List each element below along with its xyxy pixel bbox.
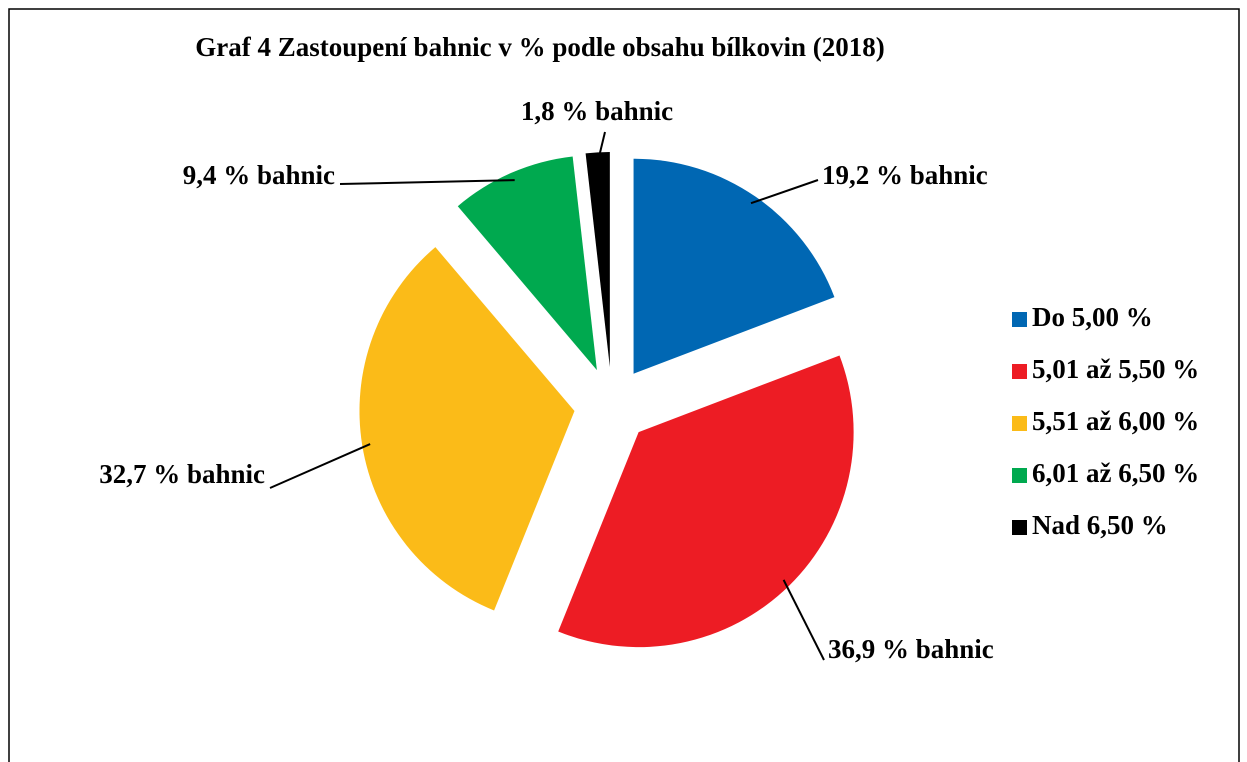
legend-swatch [1012, 468, 1027, 483]
legend-label: Nad 6,50 % [1032, 510, 1168, 540]
chart-title: Graf 4 Zastoupení bahnic v % podle obsah… [195, 32, 884, 62]
data-label: 19,2 % bahnic [822, 160, 988, 190]
data-label: 32,7 % bahnic [99, 459, 265, 489]
leader-line [750, 179, 819, 205]
pie-slice [359, 247, 575, 611]
leader-line [782, 579, 825, 661]
pie-slice [585, 152, 610, 368]
legend-swatch [1012, 364, 1027, 379]
legend-label: 5,51 až 6,00 % [1032, 406, 1199, 436]
legend-label: Do 5,00 % [1032, 302, 1153, 332]
pie-slice [558, 355, 854, 648]
pie-slice [457, 156, 597, 371]
data-label: 1,8 % bahnic [521, 96, 673, 126]
legend-swatch [1012, 520, 1027, 535]
leader-line [339, 179, 515, 185]
legend-swatch [1012, 416, 1027, 431]
leader-line [597, 131, 606, 161]
legend-label: 5,01 až 5,50 % [1032, 354, 1199, 384]
pie-slice [633, 158, 835, 374]
leader-line [269, 443, 371, 489]
data-label: 9,4 % bahnic [183, 160, 335, 190]
legend-label: 6,01 až 6,50 % [1032, 458, 1199, 488]
legend-swatch [1012, 312, 1027, 327]
data-label: 36,9 % bahnic [828, 634, 994, 664]
